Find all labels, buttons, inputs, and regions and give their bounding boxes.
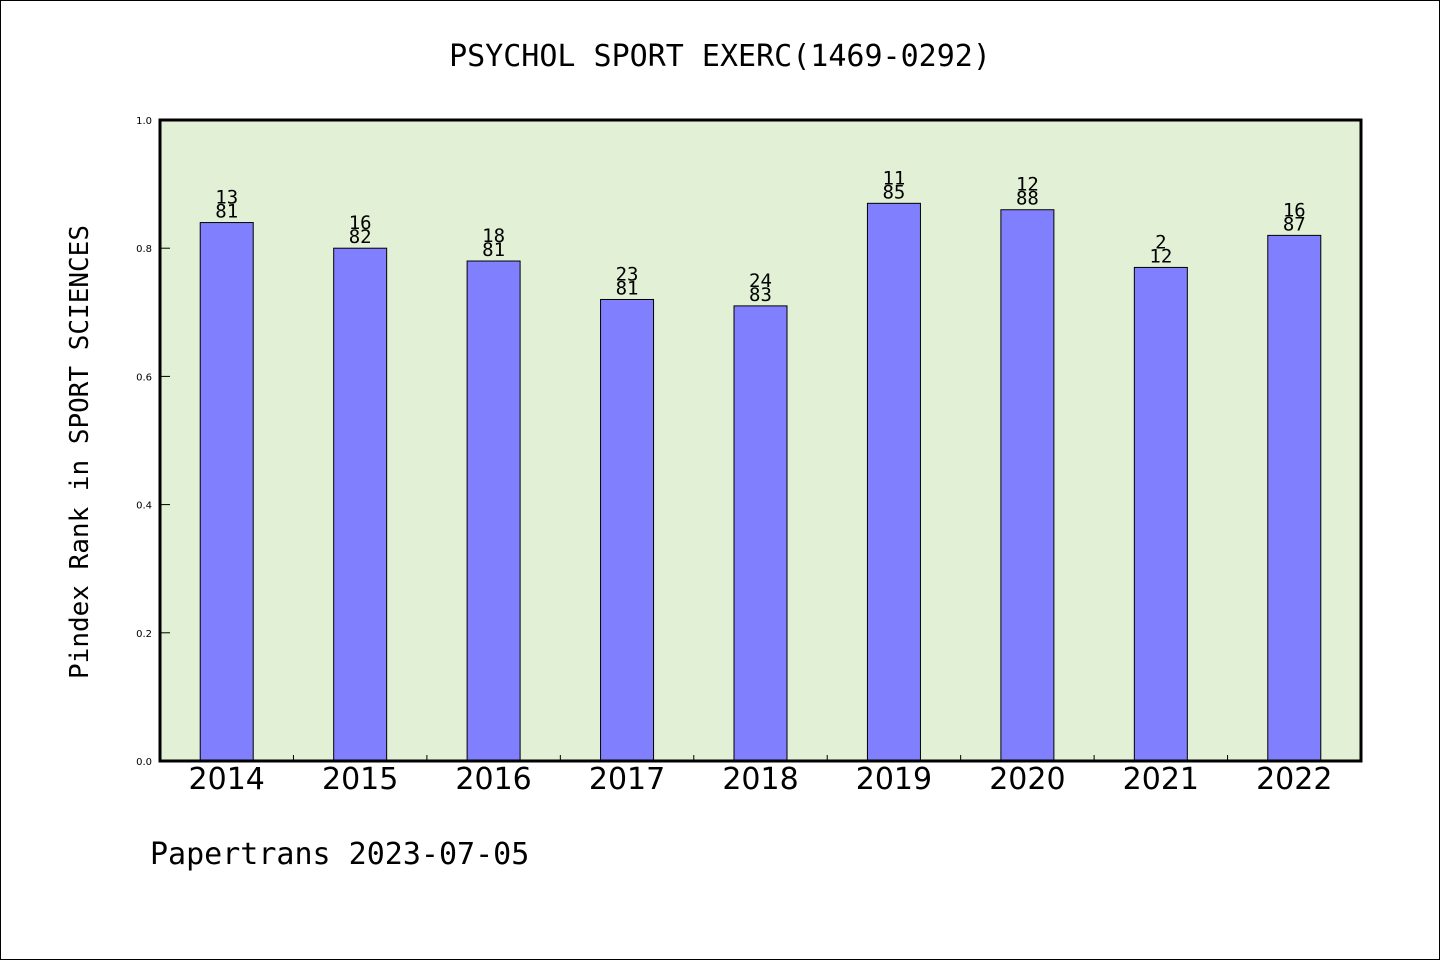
bar-label-bottom: 85	[882, 181, 905, 203]
bar-label-bottom: 81	[482, 239, 505, 261]
bar-label-top: 12	[1016, 174, 1039, 196]
chart-title: PSYCHOL SPORT EXERC(1469-0292)	[449, 39, 991, 74]
bar-label-bottom: 81	[215, 201, 238, 223]
bar	[1133, 266, 1188, 762]
x-tick-label: 2018	[722, 762, 798, 797]
x-tick-label: 2016	[455, 762, 531, 797]
x-tick-label: 2021	[1123, 762, 1199, 797]
bar-label-top: 16	[1283, 199, 1306, 221]
y-axis: 0.0 0.2 0.4 0.6 0.8 1.0	[136, 116, 170, 768]
bar	[199, 222, 254, 762]
x-tick-label: 2022	[1256, 762, 1332, 797]
x-tick-label: 2017	[589, 762, 665, 797]
x-tick-label: 2014	[189, 762, 265, 797]
x-axis: 2014 2015 2016 2017 2018 2019 2020 2021 2022	[189, 755, 1332, 797]
bar-label-bottom: 83	[749, 284, 772, 306]
bar	[733, 305, 788, 762]
bar-label-top: 24	[749, 270, 772, 292]
y-tick-label: 1.0	[136, 116, 152, 127]
bar-label-bottom: 88	[1016, 188, 1039, 210]
y-tick-label: 0.0	[136, 757, 152, 768]
bar-label-top: 11	[882, 167, 905, 189]
bar	[1267, 234, 1322, 762]
y-tick-label: 0.6	[136, 372, 152, 383]
bar	[333, 247, 388, 762]
y-tick-label: 0.8	[136, 244, 152, 255]
bar-label-bottom: 82	[349, 226, 372, 248]
y-axis-label: Pindex Rank in SPORT SCIENCES	[65, 225, 95, 679]
y-tick-label: 0.2	[136, 629, 152, 640]
bar-label-top: 2	[1155, 231, 1166, 253]
plot-border	[158, 118, 1363, 763]
bar-label-bottom: 87	[1283, 213, 1306, 235]
bar-label-top: 13	[215, 187, 238, 209]
bar	[866, 202, 921, 762]
footer-text: Papertrans 2023-07-05	[150, 837, 529, 872]
bar-label-top: 16	[349, 212, 372, 234]
bar-label-bottom: 12	[1149, 245, 1172, 267]
x-tick-label: 2019	[856, 762, 932, 797]
x-tick-label: 2015	[322, 762, 398, 797]
bar	[1000, 209, 1055, 762]
bar-label-top: 23	[616, 263, 639, 285]
bar-label-top: 18	[482, 225, 505, 247]
bar	[466, 260, 521, 762]
bar-label-bottom: 81	[616, 277, 639, 299]
x-tick-label: 2020	[989, 762, 1065, 797]
bar	[600, 298, 655, 762]
y-tick-label: 0.4	[136, 501, 152, 512]
